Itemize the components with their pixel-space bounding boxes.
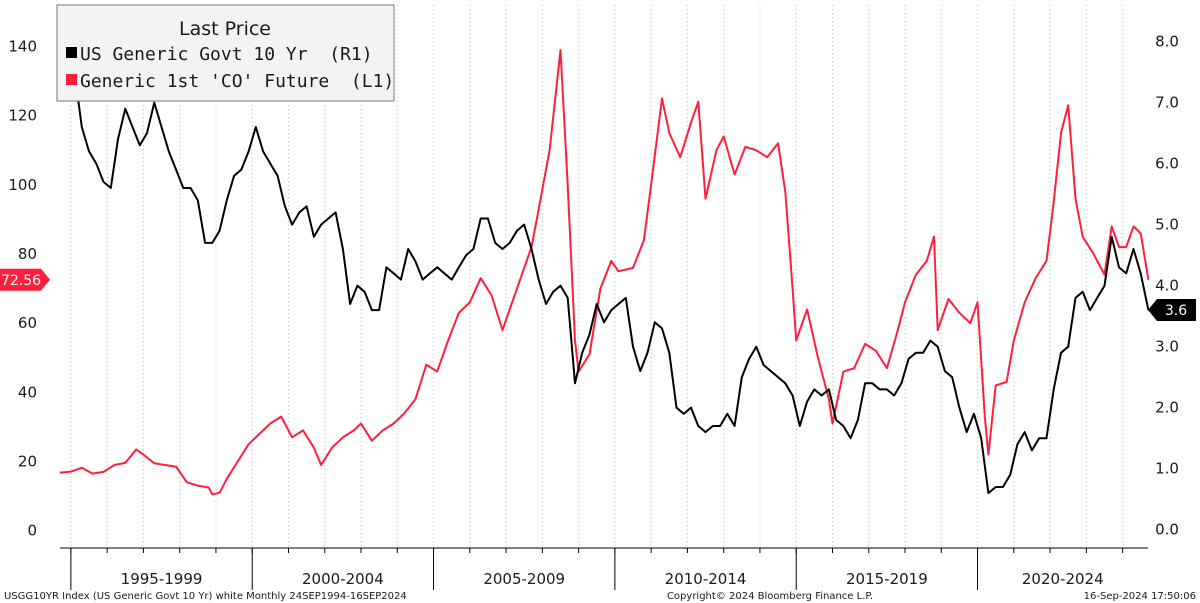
last-value-label-yield: 3.6	[1165, 303, 1187, 319]
last-value-badges: 72.56 3.6	[0, 268, 1196, 322]
legend: Last Price US Generic Govt 10 Yr (R1) Ge…	[56, 4, 395, 102]
footer-copyright: Copyright© 2024 Bloomberg Finance L.P.	[667, 591, 873, 602]
legend-entry-brent: Generic 1st 'CO' Future (L1)	[80, 71, 394, 92]
legend-swatch-brent	[66, 74, 77, 85]
last-value-label-brent: 72.56	[1, 273, 41, 289]
period-label-2010-2014: 2010-2014	[665, 570, 747, 588]
period-label-2020-2024: 2020-2024	[1022, 570, 1104, 588]
left-axis-tick-140: 140	[8, 38, 37, 56]
series-line-brent-future	[59, 49, 1150, 496]
period-label-2000-2004: 2000-2004	[302, 570, 384, 588]
right-axis-tick-2.0: 2.0	[1155, 399, 1179, 417]
last-value-badge-brent	[0, 268, 50, 291]
left-axis-tick-60: 60	[18, 314, 37, 332]
period-label-2005-2009: 2005-2009	[483, 570, 565, 588]
legend-entry-yield: US Generic Govt 10 Yr (R1)	[80, 44, 373, 65]
left-axis-tick-120: 120	[8, 107, 37, 125]
left-axis-tick-80: 80	[18, 245, 37, 263]
last-value-badge-yield	[1148, 299, 1196, 322]
right-axis-tick-5.0: 5.0	[1155, 216, 1179, 234]
footer-timestamp: 16-Sep-2024 17:50:06	[1084, 591, 1196, 602]
right-axis-tick-6.0: 6.0	[1155, 155, 1179, 173]
left-axis-tick-0: 0	[27, 522, 37, 540]
right-axis-tick-4.0: 4.0	[1155, 277, 1179, 295]
legend-title: Last Price	[179, 18, 271, 40]
footer-source: USGG10YR Index (US Generic Govt 10 Yr) w…	[4, 591, 407, 602]
left-axis-tick-20: 20	[18, 453, 37, 471]
left-axis-tick-100: 100	[8, 176, 37, 194]
footer: USGG10YR Index (US Generic Govt 10 Yr) w…	[4, 591, 1196, 602]
right-axis-tick-8.0: 8.0	[1155, 33, 1179, 51]
period-label-1995-1999: 1995-1999	[121, 570, 203, 588]
legend-swatch-yield	[66, 47, 77, 58]
axes: 1995-1999 2000-2004 2005-2009 2010-2014 2015…	[8, 33, 1179, 590]
right-axis-tick-0.0: 0.0	[1155, 521, 1179, 539]
series-line-us-10yr-yield	[59, 46, 1150, 495]
right-axis-tick-7.0: 7.0	[1155, 94, 1179, 112]
series-lines	[59, 46, 1150, 496]
right-axis-tick-3.0: 3.0	[1155, 338, 1179, 356]
right-axis-tick-1.0: 1.0	[1155, 460, 1179, 478]
legend-box	[56, 4, 395, 102]
left-axis-tick-40: 40	[18, 383, 37, 401]
period-label-2015-2019: 2015-2019	[846, 570, 928, 588]
